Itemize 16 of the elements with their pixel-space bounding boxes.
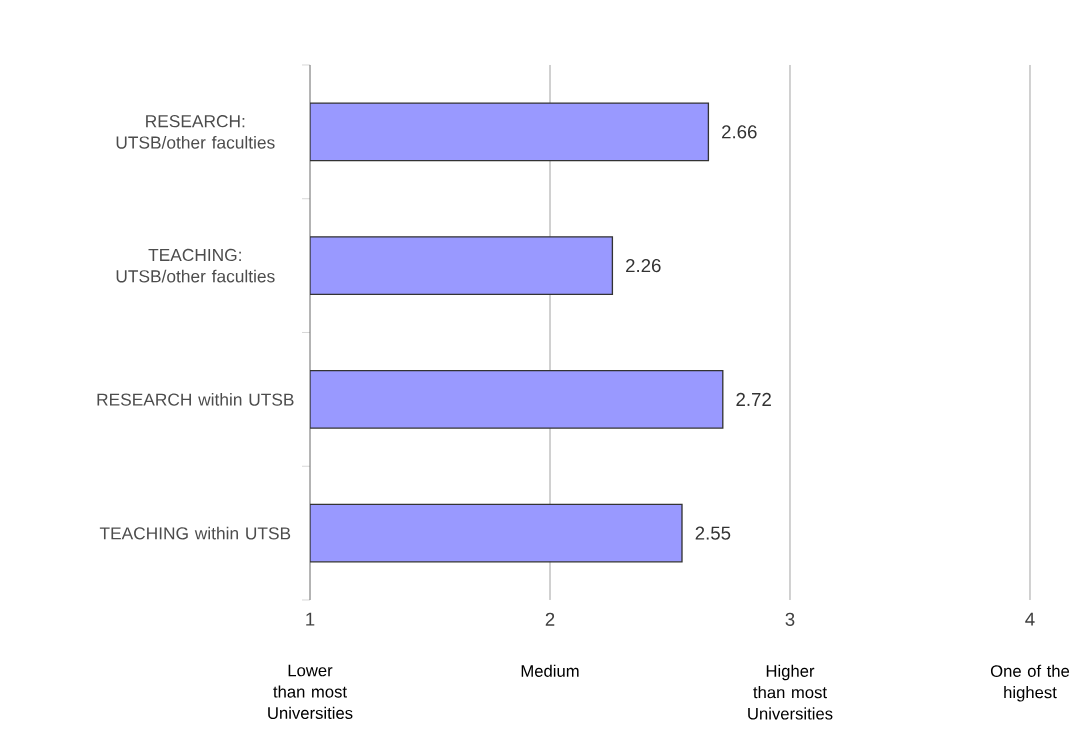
data-label: 2.72 <box>736 392 771 406</box>
data-label: 2.55 <box>695 526 731 540</box>
x-tick-label: 1 <box>306 612 315 626</box>
text: Medium <box>521 664 579 677</box>
x-tick-label: 2 <box>545 612 555 626</box>
y-tick-label: RESEARCH: UTSB/other faculties <box>116 115 275 149</box>
data-label: 2.66 <box>722 125 757 139</box>
y-tick-label: TEACHING: UTSB/other faculties <box>116 248 275 283</box>
data-label: 2.26 <box>626 258 661 273</box>
text: One of the highest <box>990 664 1070 702</box>
x-tick-label: 4 <box>1025 612 1035 626</box>
y-tick-label: RESEARCH within UTSB <box>97 392 294 406</box>
text: Lower than most Universities <box>268 664 353 719</box>
x-tick-label: 3 <box>785 612 795 626</box>
text: Higher than most Universities <box>748 664 833 720</box>
y-tick-label: TEACHING within UTSB <box>99 526 291 540</box>
